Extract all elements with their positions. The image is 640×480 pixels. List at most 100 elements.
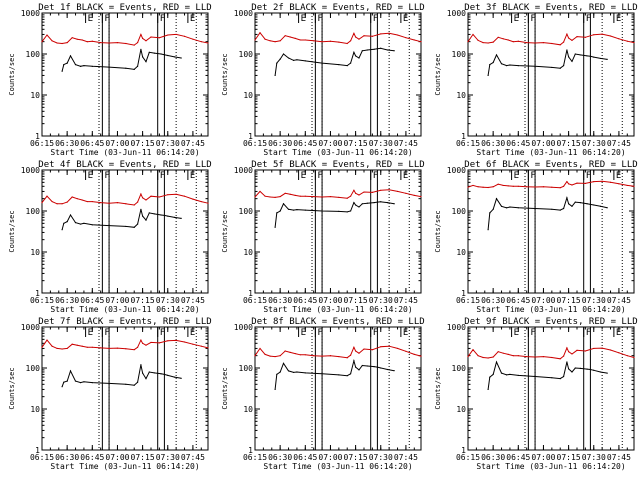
events-data-point (579, 367, 581, 369)
events-series-line (274, 47, 395, 76)
lld-data-point (477, 39, 479, 41)
events-data-point (509, 64, 511, 66)
events-data-point (63, 64, 65, 66)
y-axis-label: Counts/sec (8, 53, 16, 95)
x-axis-label: Start Time (03-Jun-11 06:14:20) (476, 148, 625, 157)
events-data-point (361, 50, 363, 52)
events-data-point (376, 48, 379, 50)
lld-data-point (551, 42, 553, 45)
lld-data-point (626, 355, 628, 357)
x-tick-label: 07:00 (318, 139, 342, 148)
lld-series-line (254, 189, 422, 199)
events-data-point (489, 212, 491, 214)
lld-data-point (467, 41, 469, 43)
x-tick-label: 07:00 (318, 453, 342, 462)
flag-label: E (88, 171, 93, 181)
x-tick-label: 07:45 (394, 453, 418, 462)
events-data-point (599, 371, 602, 373)
lld-data-point (371, 349, 373, 351)
lld-data-point (41, 41, 43, 43)
y-tick-label: 100 (26, 50, 41, 59)
lld-data-point (136, 201, 139, 203)
chart-title: Det 8f BLACK = Events, RED = LLD (251, 317, 424, 327)
lld-data-point (116, 202, 119, 204)
lld-data-point (507, 185, 509, 187)
events-series-line (61, 209, 182, 230)
y-tick-label: 10 (456, 91, 466, 100)
events-data-point (495, 361, 498, 363)
flare-window (583, 169, 591, 294)
events-data-point (568, 368, 570, 370)
lld-data-point (512, 355, 514, 357)
lld-data-point (576, 349, 578, 351)
events-data-point (353, 360, 355, 362)
lld-data-point (502, 184, 504, 187)
lld-data-point (321, 41, 323, 43)
lld-data-point (183, 341, 186, 343)
events-data-point (274, 74, 276, 77)
lld-data-point (299, 354, 301, 356)
events-data-point (487, 229, 489, 231)
x-tick-label: 06:15 (30, 139, 54, 148)
lld-data-point (100, 202, 102, 204)
x-tick-label: 07:00 (531, 453, 555, 462)
events-data-point (133, 226, 135, 228)
lld-data-point (289, 36, 291, 38)
events-data-point (74, 64, 77, 66)
plot-frame (467, 169, 635, 294)
lld-data-point (566, 181, 568, 183)
plot-frame (467, 326, 635, 451)
chart-title: Det 7f BLACK = Events, RED = LLD (38, 317, 211, 327)
x-tick-label: 07:45 (607, 139, 631, 148)
events-data-point (571, 205, 573, 207)
y-tick-label: 100 (239, 364, 254, 373)
events-data-point (589, 368, 592, 371)
lld-data-point (56, 203, 58, 205)
lld-data-point (304, 354, 306, 356)
events-data-point (346, 375, 348, 377)
y-tick-label: 10 (30, 91, 40, 100)
lld-data-point (497, 183, 499, 185)
lld-data-point (601, 180, 603, 182)
events-data-point (153, 52, 155, 54)
events-series-line (274, 358, 395, 390)
lld-data-point (601, 347, 603, 349)
lld-data-point (467, 355, 469, 358)
lld-data-point (269, 196, 271, 198)
x-tick-label: 07:15 (131, 296, 155, 305)
lld-data-point (492, 41, 494, 43)
lld-data-point (274, 41, 276, 43)
lld-data-point (56, 42, 58, 44)
lld-data-point (86, 200, 88, 203)
lld-data-point (571, 184, 573, 186)
events-data-point (489, 64, 491, 66)
events-data-point (495, 198, 498, 200)
flare-window (527, 12, 536, 137)
x-tick-label: 06:45 (293, 453, 317, 462)
plot-frame (41, 326, 209, 451)
lld-data-point (618, 352, 620, 354)
lld-data-point (108, 347, 110, 350)
lld-data-point (566, 347, 568, 349)
y-axis-label: Counts/sec (8, 367, 16, 409)
events-data-point (338, 210, 340, 212)
lld-data-point (487, 186, 489, 189)
lld-series-line (41, 338, 209, 351)
events-data-point (505, 374, 508, 376)
lld-data-point (380, 33, 382, 35)
lld-data-point (61, 348, 63, 350)
y-tick-label: 100 (239, 50, 254, 59)
lld-data-point (363, 191, 365, 193)
flag-label: E (403, 171, 408, 181)
events-data-point (373, 202, 375, 204)
lld-data-point (396, 347, 399, 350)
flag-label: F (317, 328, 322, 338)
lld-data-point (380, 189, 382, 191)
lld-data-point (145, 40, 147, 42)
y-tick-label: 1000 (21, 323, 40, 332)
events-data-point (593, 204, 595, 206)
lld-data-point (633, 185, 635, 187)
